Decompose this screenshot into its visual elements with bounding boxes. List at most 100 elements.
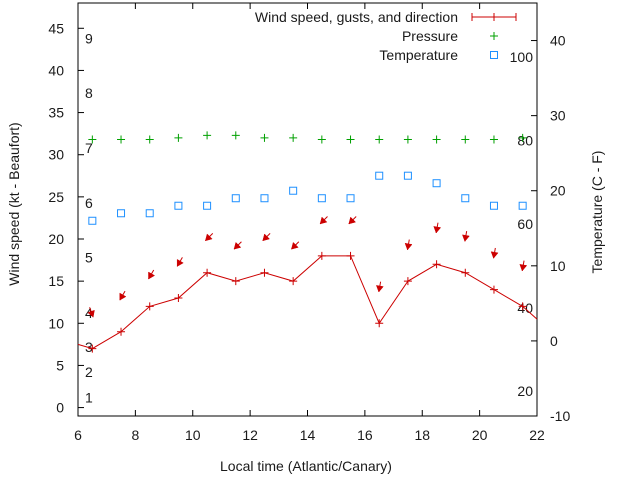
wind-direction-arrow [319,216,328,225]
wind-direction-arrow [376,281,384,293]
temperature-point [346,194,355,203]
wind-direction-arrow [348,216,357,225]
wind-speed-point [117,327,126,336]
temperature-point [461,194,470,203]
pressure-point [489,135,498,144]
wind-direction-arrow-head [291,241,299,250]
pressure-point [117,135,126,144]
y-axis-left-label: Wind speed (kt - Beaufort) [6,122,22,285]
x-tick-label: 22 [529,427,545,443]
wind-direction-arrow [490,247,499,259]
legend-swatch-wind-marks [471,13,517,21]
wind-direction-arrow [404,239,413,251]
x-tick-label: 6 [74,427,82,443]
y-right-tick-label: -10 [550,408,570,424]
wind-direction-arrow [87,307,95,318]
y-right-tick-label: 40 [550,33,566,49]
wind-direction-arrow [148,269,156,280]
x-tick-label: 20 [472,427,488,443]
legend-label-wind: Wind speed, gusts, and direction [255,9,458,25]
temperature-point [203,201,212,210]
y-left-tick-label: 40 [48,62,64,78]
wind-direction-arrow-head [176,258,184,267]
beaufort-label: 7 [85,140,93,156]
wind-direction-arrow [433,222,442,234]
wind-speed-point [145,302,154,311]
y-left-tick-label: 0 [56,400,64,416]
wind-direction-arrow [205,232,214,242]
beaufort-label: 8 [85,85,93,101]
wind-direction-arrow-head [233,241,242,250]
temperature-point [231,194,240,203]
wind-direction-arrow-head [148,271,156,280]
legend: Wind speed, gusts, and direction Pressur… [255,9,517,63]
wind-speed-line [77,255,538,350]
legend-swatch-pressure [490,32,498,40]
y-left-tick-label: 25 [48,189,64,205]
wind-direction-arrow-head [262,233,270,242]
y-left-tick-label: 20 [48,231,64,247]
y-left-tick-label: 10 [48,315,64,331]
wind-speed-point [461,268,470,277]
wind-speed-point [432,260,441,269]
wind-direction-arrow-head [348,216,357,225]
fahrenheit-label: 60 [517,216,533,232]
wind-speed-point [203,268,212,277]
wind-speed-point [489,285,498,294]
axis-ticks: 6 8 10 12 14 16 18 20 22051015202530354045-10010… [48,3,570,443]
wind-speed-point [317,251,326,260]
wind-speed-point [375,319,384,328]
temperature-point [518,201,527,210]
wind-direction-arrow [176,257,184,267]
wind-speed-point [174,294,183,302]
temperature-point [145,209,154,218]
wind-direction-arrow [291,241,300,250]
series-layer [77,131,538,353]
wind-direction-arrow-head [119,292,127,301]
temperature-point [403,171,412,180]
x-tick-label: 12 [242,427,258,443]
temperature-point [317,194,326,203]
wind-direction-arrow [519,260,528,272]
wind-speed-point [88,344,97,353]
beaufort-label: 3 [85,339,93,355]
y-left-tick-label: 15 [48,273,64,289]
wind-direction-arrow [262,232,271,242]
wind-direction-arrow-head [205,233,213,242]
beaufort-label: 1 [85,389,93,405]
y-right-tick-label: 0 [550,333,558,349]
y-right-tick-label: 10 [550,258,566,274]
fahrenheit-label: 80 [517,132,533,148]
temperature-point [432,179,441,188]
fahrenheit-label: 100 [510,49,534,65]
wind-direction-arrow-head [462,234,470,242]
wind-direction-arrow-head [87,309,95,318]
fahrenheit-label: 20 [517,383,533,399]
wind-speed-point [518,302,527,311]
wind-direction-arrow [462,231,470,242]
pressure-point [203,131,212,140]
wind-speed-point [346,251,355,260]
y-left-tick-label: 45 [48,20,64,36]
temperature-point [375,171,384,180]
beaufort-label: 6 [85,195,93,211]
wind-direction-arrow-head [319,216,328,225]
wind-speed-point [403,277,412,286]
wind-direction-arrow-head [490,251,499,259]
wind-direction-arrow-head [404,242,413,251]
pressure-point [375,135,384,144]
beaufort-label: 5 [85,250,93,266]
x-tick-label: 8 [131,427,139,443]
legend-label-temperature: Temperature [379,47,458,63]
wind-direction-arrow-head [433,226,442,234]
wind-speed-point [260,268,269,277]
y-left-tick-label: 30 [48,147,64,163]
temperature-point [489,201,498,210]
pressure-point [231,131,240,140]
x-axis-label: Local time (Atlantic/Canary) [220,458,392,474]
x-tick-label: 18 [414,427,430,443]
pressure-point [145,135,154,144]
wind-direction-arrow [119,290,127,301]
legend-swatch-temperature [490,51,498,59]
